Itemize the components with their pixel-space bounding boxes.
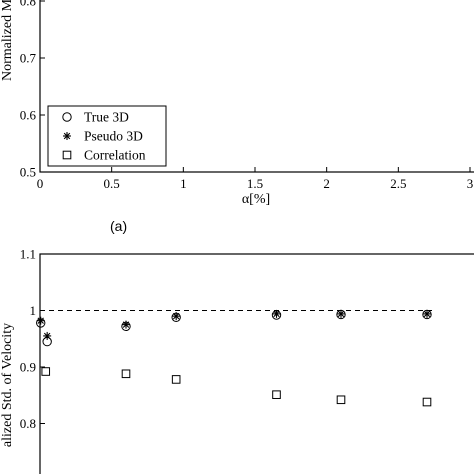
y-axis-ticks-bottom: 0.8 0.9 1 1.1 xyxy=(20,247,45,431)
data-point-asterisk xyxy=(172,312,181,321)
panel-tag: (a) xyxy=(110,218,127,234)
y-axis-label-bottom: alized Std. of Velocity xyxy=(0,323,15,447)
data-point-square xyxy=(41,367,51,376)
panel-top: 0 0.5 1 1.5 2 2.5 3 0.50.60.70.8 α[%] Normaliz… xyxy=(0,0,474,234)
y-tick-label: 0.7 xyxy=(20,51,37,66)
plot-frame-bottom xyxy=(39,253,474,474)
legend-label: Correlation xyxy=(84,148,146,163)
legend-marker-square xyxy=(62,150,72,160)
data-point-asterisk xyxy=(122,320,130,329)
x-tick-label: 3 xyxy=(467,176,474,191)
y-tick-label: 0.6 xyxy=(20,108,37,123)
y-tick-label: 0.8 xyxy=(20,416,36,431)
data-point-square xyxy=(272,390,281,399)
data-point-square xyxy=(422,397,432,407)
y-axis-label-top: Normalized M xyxy=(0,0,15,81)
x-tick-label: 2.5 xyxy=(390,176,406,191)
x-tick-label: 1 xyxy=(180,176,187,191)
x-tick-label: 1.5 xyxy=(247,176,263,191)
y-tick-label: 0.5 xyxy=(20,165,36,180)
data-point-square xyxy=(171,375,181,384)
data-point-asterisk xyxy=(272,309,281,318)
x-tick-label: 0 xyxy=(37,176,44,191)
legend-items: True 3D Pseudo 3D Correlation xyxy=(62,110,146,163)
panel-bottom: 0.8 0.9 1 1.1 alized Std. of Velocity xyxy=(0,247,474,474)
data-point-asterisk xyxy=(423,309,431,318)
y-tick-label: 1.1 xyxy=(20,247,36,262)
plot-frame-top xyxy=(39,0,474,173)
legend-label: Pseudo 3D xyxy=(84,129,143,144)
y-tick-label: 1 xyxy=(30,303,37,318)
data-point-square xyxy=(121,369,131,379)
y-tick-label: 0.9 xyxy=(20,360,36,375)
x-tick-label: 0.5 xyxy=(104,176,120,191)
data-point-square xyxy=(336,395,346,405)
legend-marker-asterisk xyxy=(63,132,71,140)
data-points-bottom xyxy=(36,309,432,407)
x-axis-label-top: α[%] xyxy=(242,192,270,207)
y-tick-label: 0.8 xyxy=(20,0,36,9)
legend-marker-circle xyxy=(62,112,72,122)
data-point-asterisk xyxy=(43,331,52,340)
data-point-asterisk xyxy=(36,316,45,325)
data-point-asterisk xyxy=(337,309,345,318)
legend-label: True 3D xyxy=(84,110,129,125)
legend: True 3D Pseudo 3D Correlation xyxy=(47,105,167,167)
x-axis-ticks-top: 0 0.5 1 1.5 2 2.5 3 xyxy=(37,167,474,191)
x-tick-label: 2 xyxy=(323,176,330,191)
y-axis-ticks-top: 0.5 0.6 0.7 0.8 xyxy=(20,0,45,180)
